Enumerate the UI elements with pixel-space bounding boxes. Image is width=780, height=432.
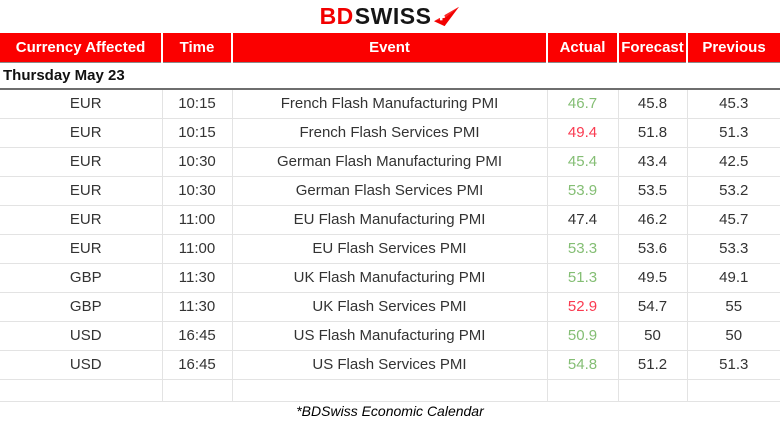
previous-cell: 42.5 (687, 147, 780, 177)
forecast-cell: 53.6 (618, 234, 688, 264)
table-header-row: Currency Affected Time Event Actual Fore… (0, 33, 780, 63)
logo-text-swiss: SWISS (354, 3, 432, 29)
logo-text-bd: BD (319, 3, 354, 29)
swiss-flag-arrow-icon (434, 6, 460, 27)
actual-cell: 46.7 (547, 89, 619, 119)
previous-cell: 51.3 (687, 118, 780, 148)
time-cell: 10:30 (162, 176, 233, 206)
forecast-cell: 43.4 (618, 147, 688, 177)
previous-cell: 53.3 (687, 234, 780, 264)
table-row: EUR 10:30 German Flash Services PMI 53.9… (0, 176, 780, 206)
event-cell: UK Flash Services PMI (232, 292, 548, 322)
event-cell: French Flash Manufacturing PMI (232, 89, 548, 119)
previous-cell: 49.1 (687, 263, 780, 293)
event-cell: German Flash Services PMI (232, 176, 548, 206)
forecast-cell: 53.5 (618, 176, 688, 206)
event-cell: German Flash Manufacturing PMI (232, 147, 548, 177)
time-cell: 16:45 (162, 350, 233, 380)
currency-cell: GBP (0, 263, 163, 293)
column-header-forecast: Forecast (618, 33, 688, 63)
event-cell: US Flash Services PMI (232, 350, 548, 380)
previous-cell: 45.3 (687, 89, 780, 119)
currency-cell: EUR (0, 147, 163, 177)
calendar-source-caption: *BDSwiss Economic Calendar (296, 402, 484, 419)
currency-cell: EUR (0, 118, 163, 148)
currency-cell: USD (0, 321, 163, 351)
previous-cell: 45.7 (687, 205, 780, 235)
currency-cell: EUR (0, 205, 163, 235)
date-header-row: Thursday May 23 (0, 62, 780, 90)
actual-cell: 45.4 (547, 147, 619, 177)
table-row: EUR 10:15 French Flash Manufacturing PMI… (0, 89, 780, 119)
time-cell: 10:30 (162, 147, 233, 177)
currency-cell: EUR (0, 89, 163, 119)
event-cell: EU Flash Services PMI (232, 234, 548, 264)
empty-cell (162, 379, 233, 402)
time-cell: 11:30 (162, 292, 233, 322)
table-row: USD 16:45 US Flash Manufacturing PMI 50.… (0, 321, 780, 351)
actual-cell: 53.9 (547, 176, 619, 206)
currency-cell: EUR (0, 234, 163, 264)
currency-cell: GBP (0, 292, 163, 322)
previous-cell: 50 (687, 321, 780, 351)
previous-cell: 53.2 (687, 176, 780, 206)
actual-cell: 49.4 (547, 118, 619, 148)
event-cell: UK Flash Manufacturing PMI (232, 263, 548, 293)
economic-calendar-table: Currency Affected Time Event Actual Fore… (0, 33, 780, 402)
column-header-time: Time (162, 33, 233, 63)
currency-cell: USD (0, 350, 163, 380)
empty-cell (0, 379, 163, 402)
previous-cell: 55 (687, 292, 780, 322)
table-row: EUR 10:15 French Flash Services PMI 49.4… (0, 118, 780, 148)
actual-cell: 54.8 (547, 350, 619, 380)
empty-cell (232, 379, 548, 402)
time-cell: 11:00 (162, 205, 233, 235)
table-row: EUR 10:30 German Flash Manufacturing PMI… (0, 147, 780, 177)
date-header: Thursday May 23 (0, 62, 780, 90)
empty-row (0, 379, 780, 402)
event-cell: EU Flash Manufacturing PMI (232, 205, 548, 235)
currency-cell: EUR (0, 176, 163, 206)
actual-cell: 50.9 (547, 321, 619, 351)
forecast-cell: 54.7 (618, 292, 688, 322)
actual-cell: 52.9 (547, 292, 619, 322)
table-row: GBP 11:30 UK Flash Manufacturing PMI 51.… (0, 263, 780, 293)
empty-cell (618, 379, 688, 402)
forecast-cell: 50 (618, 321, 688, 351)
empty-cell (547, 379, 619, 402)
time-cell: 16:45 (162, 321, 233, 351)
column-header-actual: Actual (547, 33, 619, 63)
previous-cell: 51.3 (687, 350, 780, 380)
table-row: GBP 11:30 UK Flash Services PMI 52.9 54.… (0, 292, 780, 322)
column-header-previous: Previous (687, 33, 780, 63)
table-row: EUR 11:00 EU Flash Manufacturing PMI 47.… (0, 205, 780, 235)
event-cell: US Flash Manufacturing PMI (232, 321, 548, 351)
forecast-cell: 49.5 (618, 263, 688, 293)
actual-cell: 51.3 (547, 263, 619, 293)
forecast-cell: 45.8 (618, 89, 688, 119)
event-cell: French Flash Services PMI (232, 118, 548, 148)
time-cell: 11:00 (162, 234, 233, 264)
time-cell: 10:15 (162, 89, 233, 119)
actual-cell: 47.4 (547, 205, 619, 235)
forecast-cell: 46.2 (618, 205, 688, 235)
table-row: USD 16:45 US Flash Services PMI 54.8 51.… (0, 350, 780, 380)
forecast-cell: 51.8 (618, 118, 688, 148)
actual-cell: 53.3 (547, 234, 619, 264)
column-header-event: Event (232, 33, 548, 63)
bdswiss-logo: BD SWISS (0, 0, 780, 33)
time-cell: 11:30 (162, 263, 233, 293)
forecast-cell: 51.2 (618, 350, 688, 380)
table-row: EUR 11:00 EU Flash Services PMI 53.3 53.… (0, 234, 780, 264)
empty-cell (687, 379, 780, 402)
column-header-currency: Currency Affected (0, 33, 163, 63)
time-cell: 10:15 (162, 118, 233, 148)
